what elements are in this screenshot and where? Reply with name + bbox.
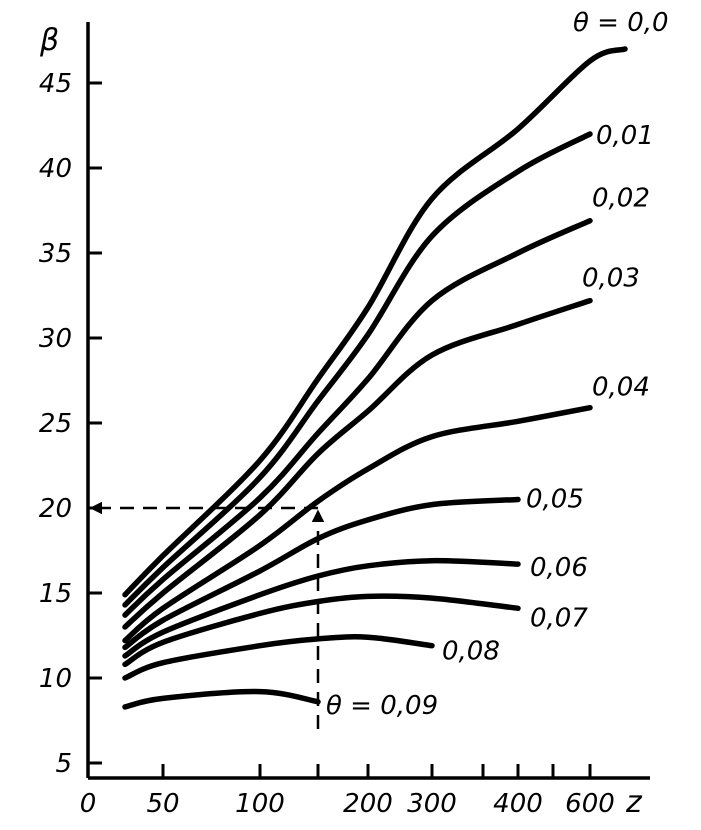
axes: βz xyxy=(39,22,650,820)
curve-label: 0,07 xyxy=(530,603,588,633)
curve-label: θ = 0,09 xyxy=(326,691,438,721)
curve-label: θ = 0,0 xyxy=(573,8,669,38)
y-tick-label: 20 xyxy=(39,494,72,524)
x-tick-label: 400 xyxy=(493,789,543,819)
y-axis-title: β xyxy=(39,23,59,58)
x-tick-label: 300 xyxy=(407,789,457,819)
x-tick-label: 600 xyxy=(565,789,615,819)
y-tick-label: 10 xyxy=(39,664,72,694)
y-tick-label: 15 xyxy=(39,579,72,609)
curves xyxy=(122,46,628,710)
y-tick-label: 25 xyxy=(39,409,72,439)
curve-label: 0,08 xyxy=(442,637,500,667)
curve-theta-9 xyxy=(122,688,321,710)
x-tick-label: 100 xyxy=(235,789,285,819)
curve-label: 0,04 xyxy=(592,373,650,403)
x-axis-title: z xyxy=(625,785,643,820)
y-tick-label: 40 xyxy=(39,154,72,184)
curve-label: 0,03 xyxy=(582,264,640,294)
curve-theta-8 xyxy=(122,634,435,681)
ticks: 5 10 15 20 25 30 35 40 45 0 50 100 200 300 400 600 xyxy=(39,69,615,819)
y-tick-label: 35 xyxy=(39,239,72,269)
curve-label: 0,01 xyxy=(596,121,654,151)
curve-theta-2 xyxy=(122,217,593,618)
curve-theta-0 xyxy=(122,46,628,598)
x-tick-label: 200 xyxy=(343,789,393,819)
y-tick-label: 30 xyxy=(39,324,72,354)
curve-theta-4 xyxy=(122,404,593,644)
x-tick-label: 0 xyxy=(80,789,97,819)
curve-theta-6 xyxy=(122,557,521,659)
x-tick-label: 50 xyxy=(146,789,179,819)
curve-labels: θ = 0,0 0,01 0,02 0,03 0,04 0,05 0,06 0,07 0,08θ… xyxy=(326,8,669,721)
curve-label: 0,02 xyxy=(592,184,650,214)
y-tick-label: 45 xyxy=(39,69,72,99)
curve-theta-1 xyxy=(122,131,593,608)
guides xyxy=(89,501,325,729)
curve-label: 0,06 xyxy=(530,553,588,583)
curve-label: 0,05 xyxy=(526,485,584,515)
curve-theta-3 xyxy=(122,297,593,630)
y-tick-label: 5 xyxy=(55,749,72,779)
